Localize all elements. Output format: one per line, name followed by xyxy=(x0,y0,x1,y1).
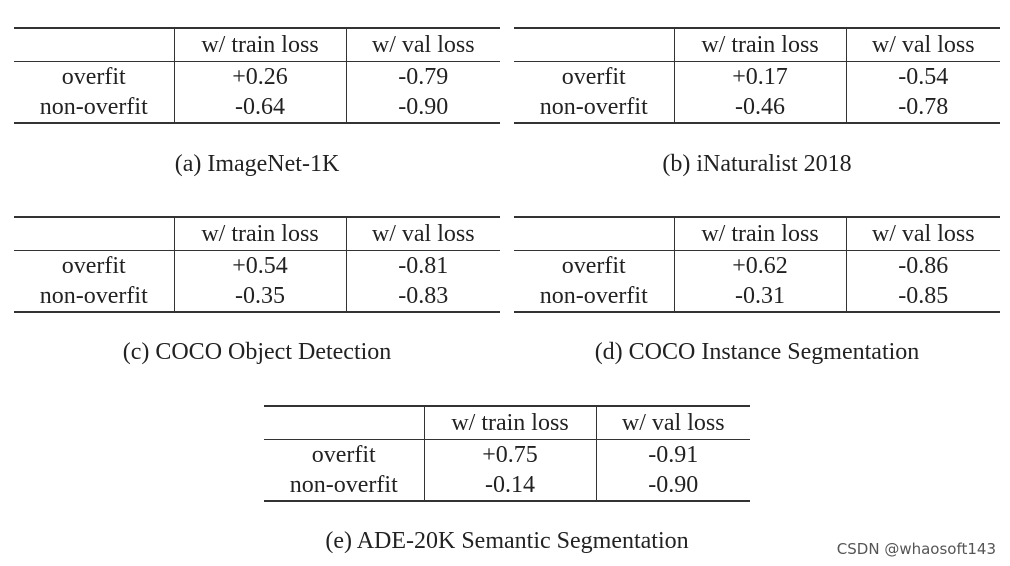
header-row: w/ train loss w/ val loss xyxy=(514,216,1000,251)
cell-value: -0.90 xyxy=(346,92,500,124)
table-c: w/ train loss w/ val loss overfit +0.54 … xyxy=(14,216,500,313)
cell-value: +0.26 xyxy=(174,61,347,92)
header-row: w/ train loss w/ val loss xyxy=(14,216,500,251)
row-label-non-overfit: non-overfit xyxy=(14,92,175,124)
header-empty-cell xyxy=(514,216,675,251)
table-row-overfit: overfit +0.26 -0.79 xyxy=(14,61,500,92)
cell-value: +0.17 xyxy=(674,61,847,92)
cell-value: -0.78 xyxy=(846,92,1000,124)
cell-value: -0.83 xyxy=(346,281,500,313)
header-empty-cell xyxy=(14,27,175,62)
table-a: w/ train loss w/ val loss overfit +0.26 … xyxy=(14,27,500,124)
table-b: w/ train loss w/ val loss overfit +0.17 … xyxy=(514,27,1000,124)
cell-value: -0.86 xyxy=(898,253,949,279)
cell-value: -0.85 xyxy=(846,281,1000,313)
row-label-non-overfit: non-overfit xyxy=(514,281,675,313)
table-row-non-overfit: non-overfit -0.14 -0.90 xyxy=(264,470,750,502)
header-train-loss: w/ train loss xyxy=(174,216,347,251)
header-empty-cell xyxy=(264,405,425,440)
cell-value: +0.75 xyxy=(424,439,597,470)
cell-value: -0.79 xyxy=(398,64,449,90)
table-d: w/ train loss w/ val loss overfit +0.62 … xyxy=(514,216,1000,313)
header-val-loss: w/ val loss xyxy=(846,27,1000,62)
cell-value: -0.81 xyxy=(398,253,449,279)
cell-value: -0.31 xyxy=(674,281,847,313)
header-empty-cell xyxy=(514,27,675,62)
header-row: w/ train loss w/ val loss xyxy=(14,27,500,62)
cell-value: +0.62 xyxy=(674,250,847,281)
row-label-non-overfit: non-overfit xyxy=(514,92,675,124)
header-row: w/ train loss w/ val loss xyxy=(514,27,1000,62)
table-panel-d: w/ train loss w/ val loss overfit +0.62 … xyxy=(514,216,1000,376)
table-e: w/ train loss w/ val loss overfit +0.75 … xyxy=(264,405,750,502)
header-train-loss: w/ train loss xyxy=(424,405,597,440)
header-row: w/ train loss w/ val loss xyxy=(264,405,750,440)
table-row-non-overfit: non-overfit -0.64 -0.90 xyxy=(14,92,500,124)
table-caption: (d) COCO Instance Segmentation xyxy=(594,339,920,365)
table-panel-b: w/ train loss w/ val loss overfit +0.17 … xyxy=(514,27,1000,187)
row-label-non-overfit: non-overfit xyxy=(14,281,175,313)
table-row-non-overfit: non-overfit -0.46 -0.78 xyxy=(514,92,1000,124)
header-val-loss: w/ val loss xyxy=(846,216,1000,251)
header-train-loss: w/ train loss xyxy=(674,27,847,62)
cell-value: +0.54 xyxy=(174,250,347,281)
header-val-loss: w/ val loss xyxy=(346,216,500,251)
table-caption: (b) iNaturalist 2018 xyxy=(662,151,852,177)
cell-value: -0.64 xyxy=(174,92,347,124)
row-label-overfit: overfit xyxy=(14,61,175,92)
header-empty-cell xyxy=(14,216,175,251)
cell-value: -0.14 xyxy=(424,470,597,502)
row-label-overfit: overfit xyxy=(514,250,675,281)
table-row-overfit: overfit +0.75 -0.91 xyxy=(264,439,750,470)
table-caption: (a) ImageNet-1K xyxy=(174,151,340,177)
cell-value: -0.91 xyxy=(648,442,699,468)
watermark: CSDN @whaosoft143 xyxy=(836,540,996,558)
table-caption: (c) COCO Object Detection xyxy=(122,339,392,365)
table-row-non-overfit: non-overfit -0.35 -0.83 xyxy=(14,281,500,313)
table-panel-a: w/ train loss w/ val loss overfit +0.26 … xyxy=(14,27,500,187)
row-label-overfit: overfit xyxy=(264,439,425,470)
row-label-overfit: overfit xyxy=(14,250,175,281)
cell-value: -0.90 xyxy=(596,470,750,502)
header-train-loss: w/ train loss xyxy=(674,216,847,251)
row-label-non-overfit: non-overfit xyxy=(264,470,425,502)
table-caption: (e) ADE-20K Semantic Segmentation xyxy=(325,528,689,554)
cell-value: -0.54 xyxy=(898,64,949,90)
table-panel-e: w/ train loss w/ val loss overfit +0.75 … xyxy=(264,405,750,565)
cell-value: -0.35 xyxy=(174,281,347,313)
header-val-loss: w/ val loss xyxy=(346,27,500,62)
row-label-overfit: overfit xyxy=(514,61,675,92)
table-row-overfit: overfit +0.17 -0.54 xyxy=(514,61,1000,92)
table-row-overfit: overfit +0.54 -0.81 xyxy=(14,250,500,281)
table-panel-c: w/ train loss w/ val loss overfit +0.54 … xyxy=(14,216,500,376)
table-row-overfit: overfit +0.62 -0.86 xyxy=(514,250,1000,281)
header-train-loss: w/ train loss xyxy=(174,27,347,62)
table-row-non-overfit: non-overfit -0.31 -0.85 xyxy=(514,281,1000,313)
cell-value: -0.46 xyxy=(674,92,847,124)
header-val-loss: w/ val loss xyxy=(596,405,750,440)
